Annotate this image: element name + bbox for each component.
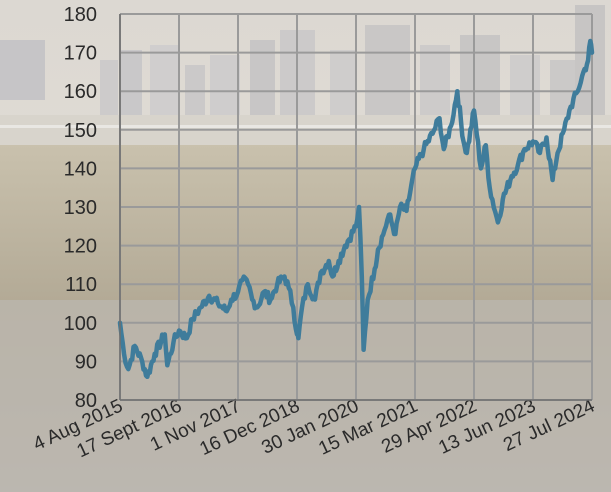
y-tick-label: 110 — [65, 274, 97, 296]
y-tick-label: 120 — [64, 236, 97, 258]
y-tick-label: 90 — [75, 351, 97, 373]
y-tick-label: 100 — [64, 313, 97, 335]
y-tick-label: 170 — [64, 43, 97, 65]
y-tick-label: 180 — [64, 4, 97, 26]
series-line — [117, 38, 595, 380]
y-tick-label: 160 — [64, 81, 97, 103]
y-tick-label: 130 — [64, 197, 97, 219]
y-tick-label: 140 — [64, 158, 97, 180]
y-tick-label: 80 — [75, 390, 97, 412]
y-tick-label: 150 — [64, 120, 97, 142]
y-axis: 80 90 100 110 120 130 140 150 160 170 180 — [64, 4, 97, 412]
